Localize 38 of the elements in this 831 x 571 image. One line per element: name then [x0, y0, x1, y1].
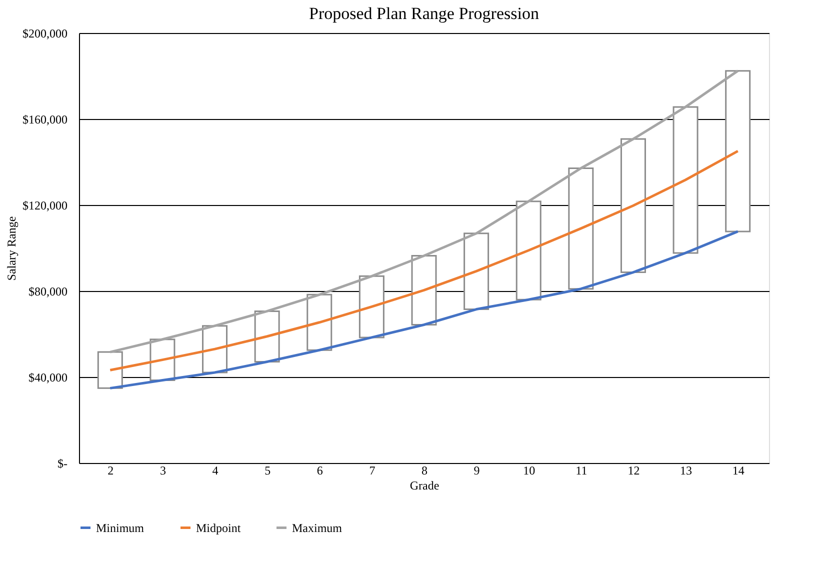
- y-tick-label: $80,000: [28, 284, 68, 298]
- y-axis-title: Salary Range: [4, 216, 18, 281]
- bar: [358, 275, 384, 338]
- legend-label: Midpoint: [196, 520, 242, 535]
- x-tick-label: 14: [732, 464, 744, 478]
- chart-title: Proposed Plan Range Progression: [309, 4, 540, 23]
- x-tick-label: 8: [422, 464, 428, 478]
- x-tick-label: 11: [576, 464, 588, 478]
- bar: [97, 351, 123, 389]
- x-tick-label: 12: [628, 464, 640, 478]
- x-tick-label: 2: [108, 464, 114, 478]
- x-tick-label: 13: [680, 464, 692, 478]
- x-tick-label: 9: [474, 464, 480, 478]
- bar: [568, 167, 594, 290]
- line-series: [108, 70, 740, 354]
- x-tick-label: 3: [160, 464, 166, 478]
- line-series: [108, 150, 740, 372]
- x-tick-label: 10: [523, 464, 536, 478]
- y-tick-label: $-: [58, 456, 68, 470]
- bar: [464, 232, 490, 310]
- x-tick-label: 7: [369, 464, 376, 478]
- bar: [725, 70, 751, 232]
- x-tick-label: 6: [316, 464, 323, 478]
- y-tick-label: $200,000: [22, 26, 68, 40]
- y-tick-label: $120,000: [22, 198, 68, 212]
- legend-label: Minimum: [96, 520, 145, 535]
- x-tick-label: 5: [264, 464, 271, 478]
- bar: [306, 294, 332, 351]
- legend-label: Maximum: [292, 520, 343, 535]
- x-tick-label: 4: [212, 464, 218, 478]
- bar: [411, 254, 437, 326]
- y-tick-label: $160,000: [22, 112, 68, 126]
- bar: [516, 200, 542, 300]
- bar: [620, 138, 646, 274]
- x-axis-title: Grade: [410, 478, 440, 492]
- y-tick-label: $40,000: [28, 370, 68, 384]
- bar: [672, 106, 698, 254]
- line-series: [108, 230, 740, 390]
